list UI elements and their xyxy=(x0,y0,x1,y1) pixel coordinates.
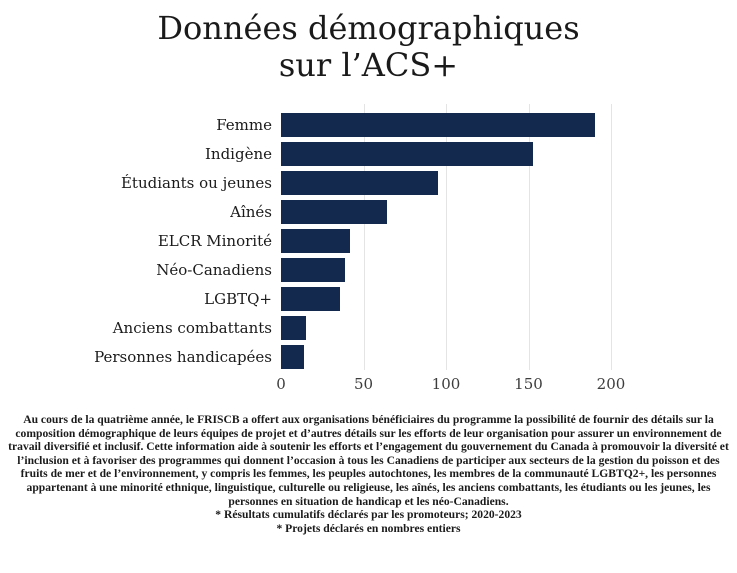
footnote-1: * Résultats cumulatifs déclarés par les … xyxy=(215,508,522,522)
bar-row: Anciens combattants xyxy=(0,313,737,342)
bar-label: Femme xyxy=(216,115,272,134)
bar-track xyxy=(281,170,737,195)
bar xyxy=(281,141,534,166)
bar-label: Indigène xyxy=(204,144,272,163)
bar-label: Personnes handicapées xyxy=(94,347,272,366)
bar xyxy=(281,286,341,311)
bar xyxy=(281,199,387,224)
bar-track xyxy=(281,199,737,224)
bar xyxy=(281,228,351,253)
footer-text: Au cours de la quatrième année, le FRISC… xyxy=(0,413,737,535)
bar-track xyxy=(281,112,737,137)
bar-row: Personnes handicapées xyxy=(0,342,737,371)
bar xyxy=(281,170,438,195)
bar-track xyxy=(281,257,737,282)
gridline xyxy=(363,104,365,371)
gridlines-layer xyxy=(281,104,737,371)
bar-row: Indigène xyxy=(0,139,737,168)
bar-label: Néo-Canadiens xyxy=(156,260,272,279)
bar-label: LGBTQ+ xyxy=(204,289,272,308)
description-paragraph: Au cours de la quatrième année, le FRISC… xyxy=(8,413,729,508)
bar-row: Aînés xyxy=(0,197,737,226)
bar-label: ELCR Minorité xyxy=(157,231,272,250)
bar-chart: Femme Indigène Étudiants ou jeunes Aînés ELC… xyxy=(0,104,737,397)
bar xyxy=(281,315,306,340)
bar-row: ELCR Minorité xyxy=(0,226,737,255)
bar-label: Étudiants ou jeunes xyxy=(120,173,272,192)
bar-track xyxy=(281,228,737,253)
bar xyxy=(281,112,595,137)
gridline xyxy=(446,104,447,371)
x-tick-label: 150 xyxy=(514,375,543,394)
bar-row: Femme xyxy=(0,110,737,139)
gridline xyxy=(611,104,612,371)
bar-track xyxy=(281,315,737,340)
bar-row: Néo-Canadiens xyxy=(0,255,737,284)
bar-track xyxy=(281,286,737,311)
bar-label: Anciens combattants xyxy=(112,318,272,337)
bar-row: LGBTQ+ xyxy=(0,284,737,313)
footnote-2: * Projets déclarés en nombres entiers xyxy=(276,521,461,535)
x-axis: 0 50 100 150 200 xyxy=(0,375,737,397)
bar-rows: Femme Indigène Étudiants ou jeunes Aînés ELC… xyxy=(0,110,737,371)
bar xyxy=(281,344,305,369)
bar-track xyxy=(281,344,737,369)
x-tick-label: 0 xyxy=(276,375,286,394)
x-tick-label: 100 xyxy=(431,375,461,394)
gridline xyxy=(528,104,530,371)
chart-title-line2: sur l’ACS+ xyxy=(278,46,459,85)
chart-title-line1: Données démographiques xyxy=(157,9,580,47)
bar-track xyxy=(281,141,737,166)
bar-label: Aînés xyxy=(230,202,272,221)
bar-row: Étudiants ou jeunes xyxy=(0,168,737,197)
x-tick-label: 200 xyxy=(596,375,626,394)
chart-title: Données démographiques sur l’ACS+ xyxy=(0,9,737,85)
x-tick-label: 50 xyxy=(353,375,374,394)
bar xyxy=(281,257,346,282)
